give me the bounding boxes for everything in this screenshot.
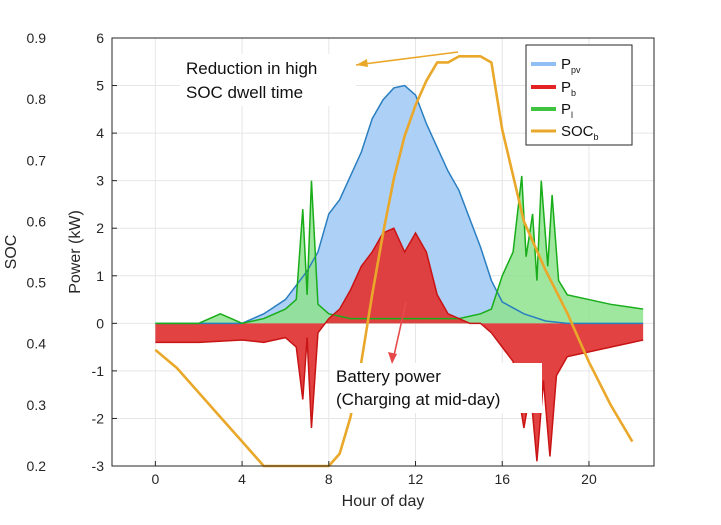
legend: Ppv Pb Pl SOCb	[525, 44, 633, 146]
power-tick-label-4: 1	[96, 268, 104, 284]
annotation-soc-line-2: SOC dwell time	[186, 83, 303, 102]
legend-label-soc-main: SOC	[561, 123, 594, 140]
legend-label-l-main: P	[561, 101, 571, 118]
legend-label-b: Pb	[561, 79, 576, 98]
annotation-battery-line-2: (Charging at mid-day)	[336, 390, 500, 409]
annotation-soc-line-1: Reduction in high	[186, 59, 317, 78]
soc-tick-label-2: 0.4	[27, 336, 47, 352]
legend-label-pv: Ppv	[561, 56, 581, 75]
annotation-soc-arrowhead	[356, 59, 368, 67]
soc-tick-label-3: 0.5	[27, 275, 47, 291]
legend-label-pv-main: P	[561, 56, 571, 73]
legend-label-b-sub: b	[571, 88, 576, 98]
legend-label-pv-sub: pv	[571, 65, 581, 75]
plot-frame	[111, 37, 655, 467]
legend-label-l-sub: l	[571, 110, 573, 120]
power-axis-label: Power (kW)	[67, 210, 84, 294]
power-tick-label-8: 5	[96, 78, 104, 94]
line-pv	[155, 84, 644, 325]
soc-tick-label-6: 0.8	[27, 91, 47, 107]
annotation-battery-line-1: Battery power	[336, 367, 441, 386]
power-tick-label-0: -3	[92, 458, 105, 474]
power-tick-label-1: -2	[92, 410, 105, 426]
x-tick-label-5: 20	[581, 471, 597, 487]
legend-label-b-main: P	[561, 79, 571, 96]
legend-label-soc: SOCb	[561, 123, 599, 142]
line-l	[155, 175, 644, 325]
power-tick-label-2: -1	[92, 363, 105, 379]
power-tick-label-5: 2	[96, 220, 104, 236]
annotation-battery-arrow	[392, 301, 407, 361]
annotation-soc-arrow	[355, 51, 459, 66]
soc-tick-label-0: 0.2	[27, 458, 47, 474]
annotation-battery: Battery power (Charging at mid-day)	[330, 301, 542, 413]
power-tick-label-3: 0	[96, 315, 104, 331]
legend-box	[525, 44, 633, 146]
soc-tick-label-4: 0.6	[27, 213, 47, 229]
ticks: 0 4 8 12 16 20-3-2-101234560.20.30.40.50.60.7…	[27, 30, 597, 487]
x-tick-label-3: 12	[408, 471, 424, 487]
annotation-battery-bg	[330, 363, 542, 413]
x-tick-label-1: 4	[238, 471, 246, 487]
soc-tick-label-5: 0.7	[27, 152, 47, 168]
legend-label-soc-sub: b	[594, 132, 599, 142]
line-b	[155, 227, 644, 462]
annotation-soc-bg	[180, 54, 356, 106]
x-tick-label-2: 8	[325, 471, 333, 487]
annotation-battery-arrowhead	[388, 352, 397, 364]
soc-tick-label-1: 0.3	[27, 397, 47, 413]
power-tick-label-6: 3	[96, 173, 104, 189]
x-tick-label-4: 16	[494, 471, 510, 487]
soc-tick-label-7: 0.9	[27, 30, 47, 46]
legend-label-l: Pl	[561, 101, 573, 120]
soc-axis-label: SOC	[3, 235, 20, 270]
annotation-soc: Reduction in high SOC dwell time	[180, 51, 459, 106]
x-tick-label-0: 0	[151, 471, 159, 487]
power-tick-label-7: 4	[96, 125, 104, 141]
area-pv	[155, 85, 644, 324]
power-tick-label-9: 6	[96, 30, 104, 46]
x-axis-label: Hour of day	[342, 493, 425, 510]
